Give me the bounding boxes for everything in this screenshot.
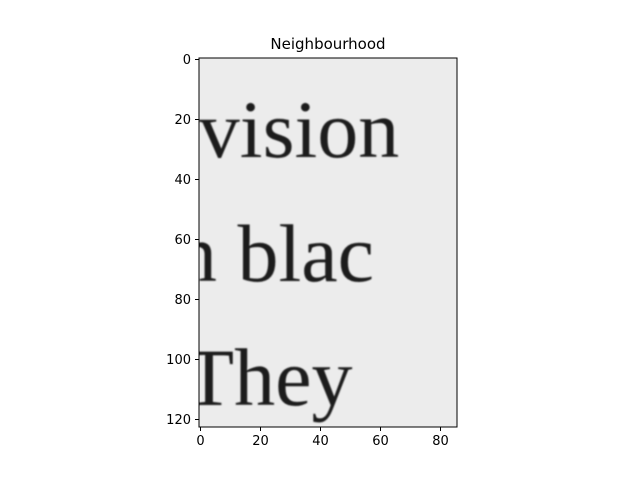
x-tick-label: 60 bbox=[372, 434, 389, 449]
y-tick-label: 80 bbox=[174, 293, 191, 308]
y-tick-label: 60 bbox=[174, 233, 191, 248]
image-text-line-2: n blac bbox=[176, 208, 374, 299]
x-axis: 0 20 40 60 80 bbox=[196, 427, 449, 449]
y-axis: 0 20 40 60 80 100 120 bbox=[166, 53, 199, 428]
y-tick-label: 20 bbox=[174, 113, 191, 128]
y-tick-label: 40 bbox=[174, 173, 191, 188]
image-area: ivision n blac They bbox=[176, 58, 457, 427]
y-tick-label: 100 bbox=[166, 353, 191, 368]
x-tick-label: 0 bbox=[196, 434, 204, 449]
x-tick-label: 80 bbox=[432, 434, 449, 449]
chart-title: Neighbourhood bbox=[270, 35, 385, 53]
image-text-line-1: ivision bbox=[176, 84, 399, 175]
y-tick-label: 120 bbox=[166, 413, 191, 428]
x-tick-label: 20 bbox=[252, 434, 269, 449]
image-background bbox=[199, 58, 457, 427]
x-tick-label: 40 bbox=[312, 434, 329, 449]
axes-frame bbox=[198, 57, 458, 428]
y-tick-label: 0 bbox=[183, 53, 191, 68]
image-text-line-3: They bbox=[184, 332, 352, 423]
